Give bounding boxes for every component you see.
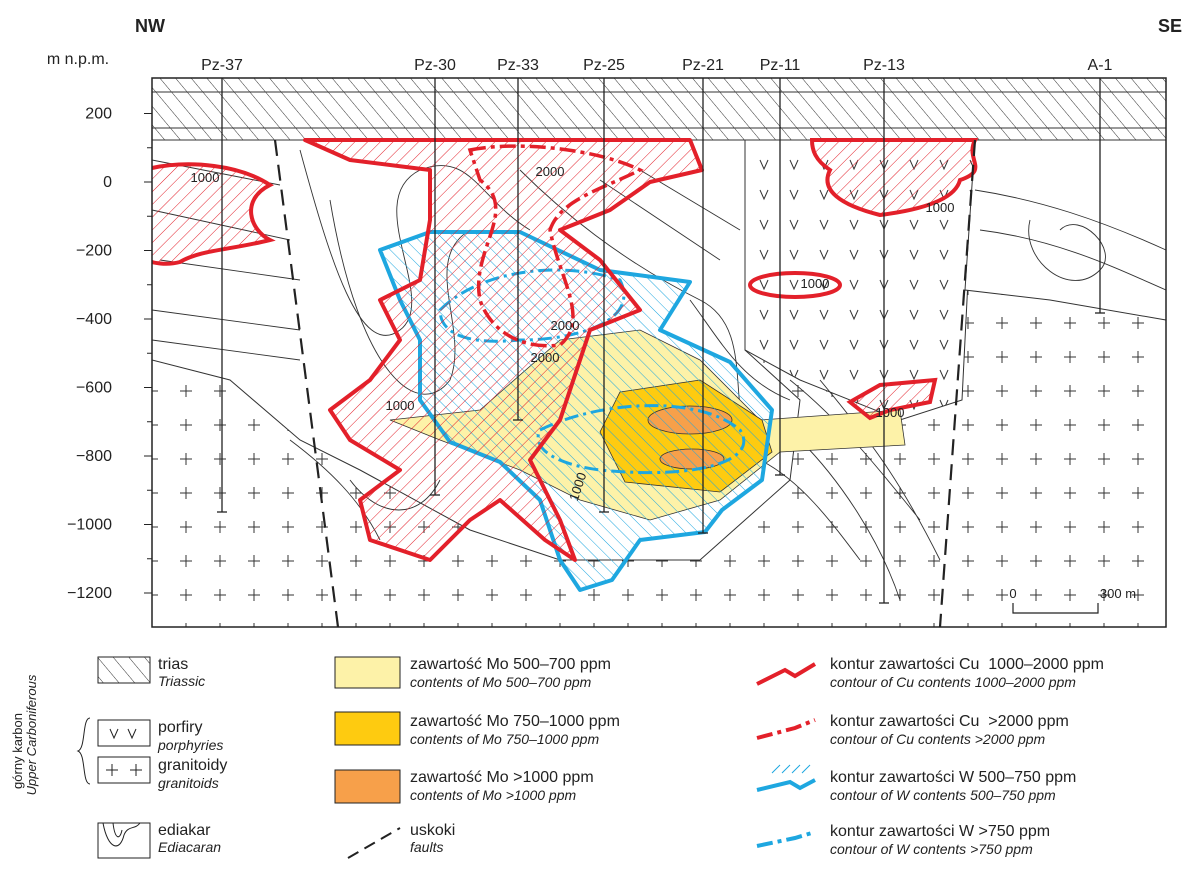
cu-1000-2000 bbox=[809, 138, 979, 218]
legend-label: kontur zawartości W 500–750 ppm bbox=[830, 769, 1076, 786]
contour-label: 2000 bbox=[551, 318, 580, 333]
legend-sublabel: contour of W contents >750 ppm bbox=[830, 841, 1033, 857]
borehole-label: Pz-21 bbox=[682, 57, 724, 74]
legend-pattern bbox=[106, 764, 142, 776]
legend-pattern bbox=[109, 728, 137, 740]
legend-sublabel: granitoids bbox=[158, 775, 219, 791]
boreholes: Pz-37 Pz-30 Pz-33 Pz-25 Pz-21 Pz-11 Pz-13 A-1 bbox=[201, 57, 1113, 604]
legend-line bbox=[756, 662, 817, 686]
legend-line bbox=[756, 718, 816, 740]
legend-line bbox=[756, 778, 816, 792]
legend-label: zawartość Mo 750–1000 ppm bbox=[410, 713, 620, 730]
y-axis: 200 0 −200 −400 −600 −800 −1000 −1200 bbox=[67, 106, 152, 602]
contour-label: 1000 bbox=[801, 276, 830, 291]
legend-pattern bbox=[102, 822, 141, 847]
axis-title: m n.p.m. bbox=[47, 51, 109, 68]
geology bbox=[151, 77, 1167, 628]
contour-label: 1000 bbox=[191, 170, 220, 185]
se-label: SE bbox=[1158, 16, 1182, 36]
frame bbox=[151, 77, 1167, 628]
legend-sublabel: porphyries bbox=[157, 737, 223, 753]
cu-1000-2000 bbox=[151, 162, 276, 266]
contour-label: 1000 bbox=[876, 405, 905, 420]
fault bbox=[938, 139, 977, 628]
cu-over-2000 bbox=[467, 144, 644, 348]
legend-sublabel: contents of Mo 750–1000 ppm bbox=[410, 731, 599, 747]
ediacaran-right bbox=[964, 139, 1167, 321]
triassic bbox=[151, 77, 1167, 141]
legend-sublabel: contents of Mo 500–700 ppm bbox=[410, 674, 592, 690]
legend-swatch bbox=[334, 769, 401, 804]
y-tick-label: −400 bbox=[76, 311, 112, 328]
w-over-750 bbox=[536, 404, 746, 475]
cu-1000-2000 bbox=[748, 271, 842, 299]
legend: trias Triassic porfiry porphyries granit… bbox=[10, 656, 1104, 859]
legend-label: zawartość Mo 500–700 ppm bbox=[410, 656, 611, 673]
borehole-label: A-1 bbox=[1088, 57, 1113, 74]
legend-swatch bbox=[97, 656, 151, 684]
scale-end: 300 m bbox=[1100, 586, 1136, 601]
borehole-label: Pz-13 bbox=[863, 57, 905, 74]
legend-group-sublabel: Upper Carboniferous bbox=[24, 674, 39, 795]
scale-start: 0 bbox=[1009, 586, 1016, 601]
y-tick-label: −600 bbox=[76, 380, 112, 397]
legend-sublabel: Ediacaran bbox=[158, 839, 221, 855]
legend-label: porfiry bbox=[158, 719, 202, 736]
legend-sublabel: faults bbox=[410, 839, 443, 855]
contour-label: 2000 bbox=[536, 164, 565, 179]
legend-group-sublabel-text: Upper Carboniferous bbox=[24, 674, 39, 795]
borehole-label: Pz-37 bbox=[201, 57, 243, 74]
legend-swatch bbox=[334, 656, 401, 689]
legend-swatch bbox=[97, 822, 151, 859]
contour-label: 2000 bbox=[531, 350, 560, 365]
borehole-label: Pz-25 bbox=[583, 57, 625, 74]
legend-fault bbox=[347, 827, 401, 859]
borehole-label: Pz-33 bbox=[497, 57, 539, 74]
legend-label: kontur zawartości Cu >2000 ppm bbox=[830, 713, 1069, 730]
legend-label: kontur zawartości Cu 1000–2000 ppm bbox=[830, 656, 1104, 673]
legend-label: kontur zawartości W >750 ppm bbox=[830, 823, 1050, 840]
y-tick-label: −1200 bbox=[67, 585, 112, 602]
legend-swatch bbox=[97, 756, 151, 784]
contour-label: 1000 bbox=[926, 200, 955, 215]
contour-label: 1000 bbox=[386, 398, 415, 413]
y-tick-label: 0 bbox=[103, 174, 112, 191]
legend-sublabel: contour of Cu contents >2000 ppm bbox=[830, 731, 1046, 747]
legend-swatch bbox=[97, 719, 151, 747]
y-tick-label: −200 bbox=[76, 243, 112, 260]
legend-sublabel: contour of Cu contents 1000–2000 ppm bbox=[830, 674, 1076, 690]
borehole-label: Pz-11 bbox=[760, 57, 801, 74]
nw-label: NW bbox=[135, 16, 165, 36]
legend-swatch bbox=[334, 711, 401, 746]
legend-bracket bbox=[76, 717, 91, 785]
y-tick-label: −1000 bbox=[67, 517, 112, 534]
legend-label: granitoidy bbox=[158, 757, 227, 774]
borehole-label: Pz-30 bbox=[414, 57, 456, 74]
legend-label: uskoki bbox=[410, 822, 455, 839]
legend-label: trias bbox=[158, 656, 188, 673]
legend-sublabel: contour of W contents 500–750 ppm bbox=[830, 787, 1056, 803]
scale-line bbox=[1012, 603, 1099, 614]
legend-sublabel: Triassic bbox=[158, 673, 205, 689]
cu-1000-2000 bbox=[303, 138, 704, 562]
legend-sublabel: contents of Mo >1000 ppm bbox=[410, 787, 576, 803]
fault bbox=[273, 139, 340, 628]
y-tick-label: 200 bbox=[85, 106, 112, 123]
cu-1000-2000 bbox=[846, 377, 938, 421]
y-tick-label: −800 bbox=[76, 448, 112, 465]
legend-hatch bbox=[771, 764, 811, 774]
scale-bar: 0 300 m bbox=[1009, 586, 1136, 614]
legend-group-label: górny karbon bbox=[10, 713, 25, 789]
legend-label: zawartość Mo >1000 ppm bbox=[410, 769, 594, 786]
legend-label: ediakar bbox=[158, 822, 211, 839]
legend-line bbox=[756, 830, 816, 848]
